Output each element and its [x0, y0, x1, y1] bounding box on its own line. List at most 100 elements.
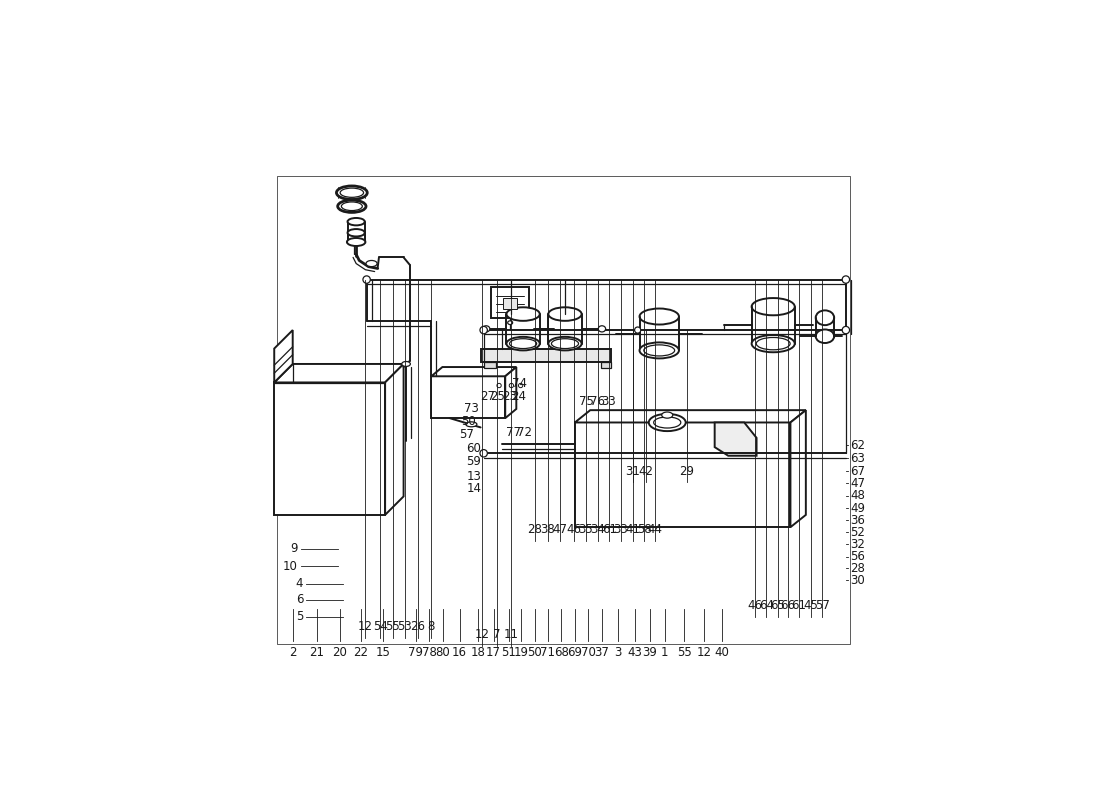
Text: 29: 29: [680, 465, 694, 478]
Text: 18: 18: [471, 646, 485, 659]
Text: 22: 22: [353, 646, 369, 659]
Text: 31: 31: [625, 465, 640, 478]
Text: 37: 37: [594, 646, 609, 659]
Text: 61: 61: [792, 599, 806, 612]
Ellipse shape: [506, 337, 540, 350]
Text: 30: 30: [850, 574, 865, 586]
Circle shape: [363, 276, 371, 283]
Text: 7: 7: [494, 628, 501, 641]
Text: 33: 33: [614, 523, 628, 537]
Ellipse shape: [346, 238, 365, 246]
Text: 50: 50: [462, 414, 476, 428]
Polygon shape: [575, 410, 806, 422]
Text: 17: 17: [486, 646, 500, 659]
Text: 11: 11: [504, 628, 519, 641]
Ellipse shape: [338, 200, 366, 213]
Bar: [575, 422, 791, 527]
Ellipse shape: [366, 261, 377, 266]
Bar: [504, 298, 517, 309]
Text: 55: 55: [678, 646, 692, 659]
Text: 2: 2: [289, 646, 297, 659]
Text: 38: 38: [540, 523, 556, 537]
Text: 44: 44: [648, 523, 662, 537]
Circle shape: [843, 326, 849, 334]
Text: 62: 62: [850, 438, 866, 452]
Ellipse shape: [483, 326, 490, 332]
Text: 72: 72: [517, 426, 532, 439]
Text: 79: 79: [408, 646, 424, 659]
Text: 23: 23: [502, 390, 517, 403]
Text: 27: 27: [480, 390, 495, 403]
Bar: [481, 349, 610, 362]
Text: 76: 76: [590, 395, 605, 408]
Ellipse shape: [340, 188, 363, 198]
Text: 15: 15: [376, 646, 390, 659]
Text: 12: 12: [475, 628, 490, 641]
Text: 13: 13: [466, 470, 481, 482]
Ellipse shape: [341, 202, 362, 210]
Ellipse shape: [644, 345, 674, 356]
Polygon shape: [274, 382, 385, 515]
Text: 77: 77: [506, 426, 520, 439]
Ellipse shape: [816, 310, 834, 325]
Text: 57: 57: [459, 428, 474, 442]
Ellipse shape: [649, 414, 685, 431]
Text: 34: 34: [591, 523, 605, 537]
Text: 40: 40: [715, 646, 729, 659]
Ellipse shape: [402, 362, 410, 366]
Text: 66: 66: [781, 599, 795, 612]
Polygon shape: [385, 364, 404, 515]
Text: 52: 52: [850, 526, 865, 538]
Polygon shape: [505, 367, 516, 418]
Bar: [491, 287, 529, 318]
Text: 64: 64: [759, 599, 774, 612]
Text: 70: 70: [581, 646, 596, 659]
Text: 78: 78: [422, 646, 437, 659]
Ellipse shape: [348, 229, 365, 237]
Bar: [277, 176, 850, 644]
Ellipse shape: [497, 383, 502, 388]
Text: 16: 16: [452, 646, 468, 659]
Text: 28: 28: [850, 562, 865, 575]
Text: 68: 68: [553, 646, 569, 659]
Text: 33: 33: [602, 395, 616, 408]
Ellipse shape: [506, 307, 540, 321]
Text: 39: 39: [642, 646, 658, 659]
Ellipse shape: [816, 330, 834, 343]
Ellipse shape: [509, 383, 514, 388]
Ellipse shape: [348, 218, 365, 226]
Text: 6: 6: [296, 594, 304, 606]
Text: 69: 69: [568, 646, 582, 659]
Polygon shape: [431, 367, 516, 376]
Ellipse shape: [598, 326, 606, 332]
Text: 25: 25: [490, 390, 505, 403]
Text: 8: 8: [428, 620, 435, 633]
Circle shape: [480, 450, 487, 457]
Text: 58: 58: [637, 523, 652, 537]
Bar: [431, 376, 505, 418]
Circle shape: [843, 276, 849, 283]
Text: 61: 61: [602, 523, 617, 537]
Text: 14: 14: [466, 482, 481, 495]
Text: 43: 43: [627, 646, 642, 659]
Text: 3: 3: [614, 646, 622, 659]
Text: 1: 1: [661, 646, 669, 659]
Circle shape: [635, 327, 640, 333]
Text: 47: 47: [552, 523, 568, 537]
Ellipse shape: [751, 335, 794, 352]
Text: 50: 50: [527, 646, 542, 659]
Ellipse shape: [548, 307, 582, 321]
Text: 67: 67: [850, 465, 866, 478]
Text: 57: 57: [815, 599, 829, 612]
Ellipse shape: [465, 422, 477, 426]
Text: 28: 28: [527, 523, 542, 537]
Text: 9: 9: [290, 542, 298, 555]
Ellipse shape: [548, 337, 582, 350]
Text: 26: 26: [410, 620, 426, 633]
Circle shape: [480, 326, 487, 334]
Polygon shape: [715, 422, 757, 456]
Text: 5: 5: [296, 610, 304, 623]
Ellipse shape: [518, 383, 522, 388]
Text: 75: 75: [579, 395, 594, 408]
Text: 12: 12: [696, 646, 712, 659]
